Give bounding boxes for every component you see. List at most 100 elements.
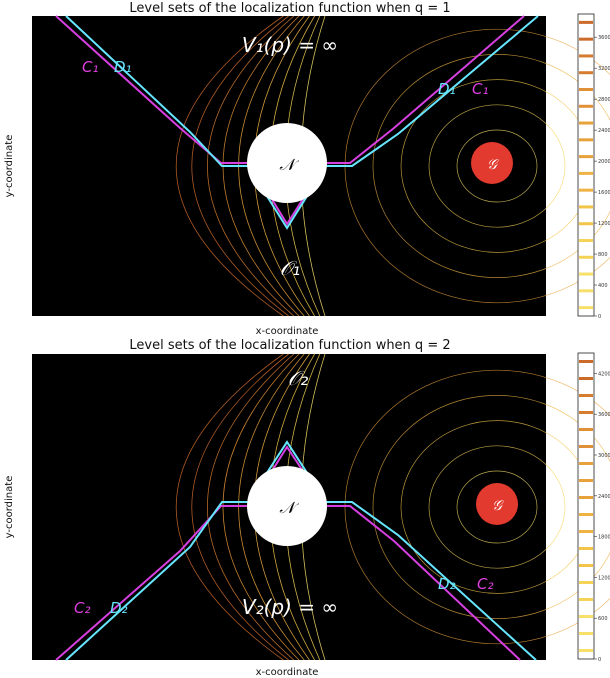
c-label-right: C₂ [477, 575, 494, 593]
colorbar-band [579, 547, 593, 550]
colorbar-tick-label: 400 [598, 283, 608, 289]
d-curve [65, 440, 537, 661]
d-label-left: D₂ [110, 599, 128, 617]
goal-label: 𝒢 [487, 157, 499, 173]
colorbar-band [579, 289, 593, 293]
colorbar-band [579, 54, 593, 58]
colorbar-band [579, 272, 593, 276]
goal-disk [471, 142, 513, 184]
colorbar-band [579, 513, 593, 516]
obstacle-disk [247, 466, 327, 546]
chart-svg-q2: Level sets of the localization function … [4, 339, 610, 678]
colorbar-tick-label: 3000 [598, 453, 610, 459]
d-curve [65, 15, 539, 230]
contour-line [372, 395, 610, 619]
colorbar-band [579, 615, 593, 618]
colorbar-band [579, 171, 593, 175]
contour-line [175, 353, 284, 661]
colorbar-band [579, 239, 593, 242]
colorbar-ticks: 0 600 1200 1800 2400 3000 3600 4200 [594, 371, 610, 663]
d-label-right: D₂ [438, 575, 456, 593]
contour-line [175, 15, 284, 317]
colorbar-tick-label: 1200 [598, 575, 610, 581]
chart-panel-q2: Level sets of the localization function … [0, 339, 610, 678]
contour-line [372, 54, 610, 278]
colorbar-band [579, 155, 593, 159]
colorbar-band [579, 121, 593, 125]
colorbar: 0 400 800 1200 1600 2000 2400 2800 3200 3600 [577, 13, 610, 320]
colorbar-band [579, 598, 593, 601]
colorbar-tick-label: 1600 [598, 190, 610, 196]
x-axis-label: x-coordinate [256, 667, 319, 678]
colorbar-band [579, 188, 593, 192]
chart-svg-q1: Level sets of the localization function … [4, 1, 610, 337]
contour-line [207, 353, 295, 661]
colorbar-tick-label: 3200 [598, 66, 610, 72]
colorbar-frame [577, 13, 595, 317]
colorbar-band [579, 496, 593, 499]
colorbar-tick-label: 2400 [598, 128, 610, 134]
value-function-label: V₂(p) = ∞ [242, 595, 338, 619]
x-axis-label: x-coordinate [256, 326, 319, 337]
colorbar-tick-label: 1800 [598, 535, 610, 541]
colorbar-bands [579, 20, 593, 310]
colorbar-band [579, 360, 593, 363]
colorbar-band [579, 255, 593, 259]
colorbar-band [579, 37, 593, 41]
colorbar-band [579, 581, 593, 584]
colorbar-band [579, 138, 593, 142]
colorbar-tick-label: 3600 [598, 412, 610, 418]
colorbar-band [579, 530, 593, 533]
colorbar-tick-label: 2400 [598, 494, 610, 500]
colorbar-band [579, 88, 593, 91]
colorbar-band [579, 411, 593, 414]
c-label-left: C₂ [74, 599, 91, 617]
region-label: 𝒪₂ [288, 366, 309, 390]
goal-disk [476, 483, 518, 525]
colorbar-frame [577, 352, 595, 660]
colorbar-band [579, 205, 593, 209]
obstacle-label: 𝒩 [279, 155, 299, 174]
colorbar-tick-label: 0 [598, 314, 601, 320]
contour-line [428, 445, 566, 569]
colorbar-band [579, 377, 593, 380]
chart-title: Level sets of the localization function … [129, 1, 450, 16]
colorbar-tick-label: 600 [598, 616, 608, 622]
c-curve [55, 15, 525, 226]
colorbar-tick-label: 2000 [598, 159, 610, 165]
contour-line [191, 15, 289, 317]
contour-line [456, 129, 538, 203]
colorbar-band [579, 479, 593, 482]
obstacle-disk [247, 123, 327, 203]
y-axis-label: y-coordinate [4, 135, 15, 198]
y-axis-label: y-coordinate [4, 476, 15, 539]
colorbar-band [579, 104, 593, 108]
colorbar-tick-label: 3600 [598, 35, 610, 41]
colorbar-tick-label: 1200 [598, 221, 610, 227]
c-curve [55, 445, 521, 661]
colorbar-ticks: 0 400 800 1200 1600 2000 2400 2800 3200 3600 [594, 35, 610, 320]
goal-label: 𝒢 [492, 498, 504, 514]
obstacle-label: 𝒩 [279, 498, 299, 517]
value-function-label: V₁(p) = ∞ [242, 33, 338, 57]
colorbar-bands [579, 360, 593, 652]
d-label-left: D₁ [114, 58, 132, 76]
colorbar-band [579, 222, 593, 226]
c-label-right: C₁ [472, 80, 489, 98]
colorbar-band [579, 428, 593, 431]
colorbar-band [579, 20, 593, 24]
colorbar-band [579, 649, 593, 652]
c-label-left: C₁ [82, 58, 99, 76]
chart-title: Level sets of the localization function … [129, 339, 450, 353]
colorbar-tick-label: 4200 [598, 371, 610, 377]
contour-line [456, 470, 538, 544]
colorbar-band [579, 564, 593, 567]
colorbar-band [579, 306, 593, 310]
colorbar-band [579, 632, 593, 635]
contour-line [191, 353, 289, 661]
colorbar-band [579, 394, 593, 397]
colorbar-band [579, 71, 593, 75]
colorbar-tick-label: 800 [598, 252, 608, 258]
colorbar-band [579, 445, 593, 448]
colorbar-tick-label: 2800 [598, 97, 610, 103]
